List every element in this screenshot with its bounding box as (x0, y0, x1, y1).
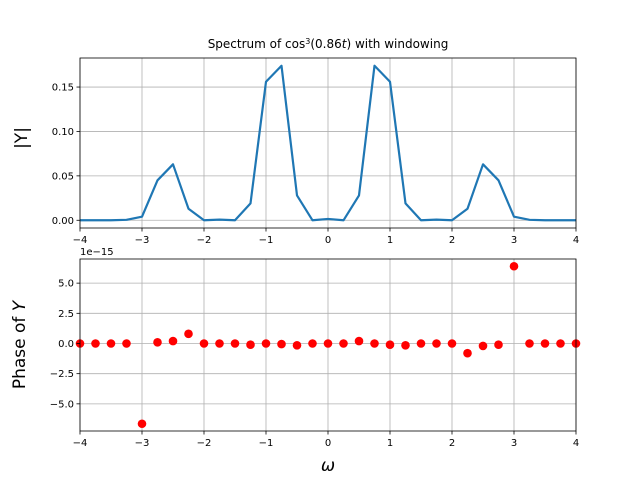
top-x-ticks: −4 −3 −2 −1 0 1 2 3 4 (73, 228, 579, 246)
x-tick-label: 4 (573, 235, 579, 246)
phase-point (277, 339, 286, 349)
phase-point (509, 261, 519, 271)
phase-point (416, 339, 426, 348)
y-tick-label: 0.0 (58, 339, 74, 350)
phase-point (385, 340, 395, 350)
top-y-ticks: 0.00 0.05 0.10 0.15 (52, 83, 80, 227)
phase-point (122, 339, 131, 348)
phase-point (478, 341, 488, 351)
phase-point (540, 339, 550, 348)
bottom-axes: −4 −3 −2 −1 0 1 2 3 4 −5.0 −2.5 0.0 2.5 5.0 (50, 258, 581, 449)
x-tick-label: −1 (259, 438, 274, 449)
x-tick-label: 4 (573, 438, 579, 449)
phase-point (432, 339, 441, 348)
bottom-x-ticks: −4 −3 −2 −1 0 1 2 3 4 (73, 431, 579, 449)
phase-point (525, 339, 534, 348)
phase-point (292, 341, 302, 350)
phase-point (199, 339, 209, 348)
bottom-x-axis-label: ω (321, 456, 335, 476)
y-tick-label: 2.5 (58, 309, 74, 320)
y-tick-label: −2.5 (50, 369, 74, 380)
phase-point (401, 341, 410, 350)
x-tick-label: 3 (511, 438, 517, 449)
bottom-y-ticks: −5.0 −2.5 0.0 2.5 5.0 (50, 279, 80, 410)
x-tick-label: 0 (325, 235, 331, 246)
x-tick-label: −2 (197, 235, 212, 246)
phase-point (370, 339, 379, 348)
phase-point (261, 339, 271, 348)
phase-point (463, 348, 472, 358)
x-tick-label: 0 (325, 438, 331, 449)
phase-point (153, 337, 162, 347)
phase-point (494, 340, 503, 350)
x-tick-label: 2 (449, 235, 455, 246)
y-tick-label: 0.00 (52, 216, 74, 227)
top-axes: −4 −3 −2 −1 0 1 2 3 4 0.00 0.05 0.10 0.15 (52, 57, 579, 246)
x-tick-label: 2 (449, 438, 455, 449)
phase-point (230, 339, 240, 348)
phase-point (323, 339, 333, 348)
x-tick-label: −4 (73, 235, 88, 246)
y-tick-label: 0.05 (52, 171, 74, 182)
phase-point (184, 329, 193, 339)
top-y-axis-label: |Y| (12, 127, 32, 149)
phase-point (91, 339, 100, 348)
phase-point (137, 419, 147, 429)
phase-point (447, 339, 457, 348)
phase-point (168, 336, 178, 346)
magnitude-line (80, 64, 576, 222)
x-tick-label: −2 (197, 438, 212, 449)
y-tick-label: 5.0 (58, 279, 74, 290)
x-tick-label: −3 (135, 438, 150, 449)
phase-point (556, 339, 565, 348)
y-tick-label: −5.0 (50, 399, 74, 410)
top-series-magnitude-line (80, 64, 576, 222)
bottom-y-axis-label: Phase of Y (10, 299, 30, 389)
x-tick-label: −3 (135, 235, 150, 246)
phase-point (215, 339, 224, 348)
bottom-y-offset-text: 1e−15 (80, 247, 114, 258)
phase-point (339, 339, 348, 348)
phase-point (308, 339, 317, 348)
phase-point (354, 336, 364, 346)
y-tick-label: 0.15 (52, 83, 74, 94)
x-tick-label: 1 (387, 235, 393, 246)
x-tick-label: 3 (511, 235, 517, 246)
x-tick-label: 1 (387, 438, 393, 449)
x-tick-label: −1 (259, 235, 274, 246)
phase-point (246, 340, 255, 350)
phase-point (106, 339, 116, 348)
x-tick-label: −4 (73, 438, 88, 449)
top-chart-title: Spectrum of cos3(0.86t) with windowing (208, 37, 449, 52)
y-tick-label: 0.10 (52, 127, 74, 138)
